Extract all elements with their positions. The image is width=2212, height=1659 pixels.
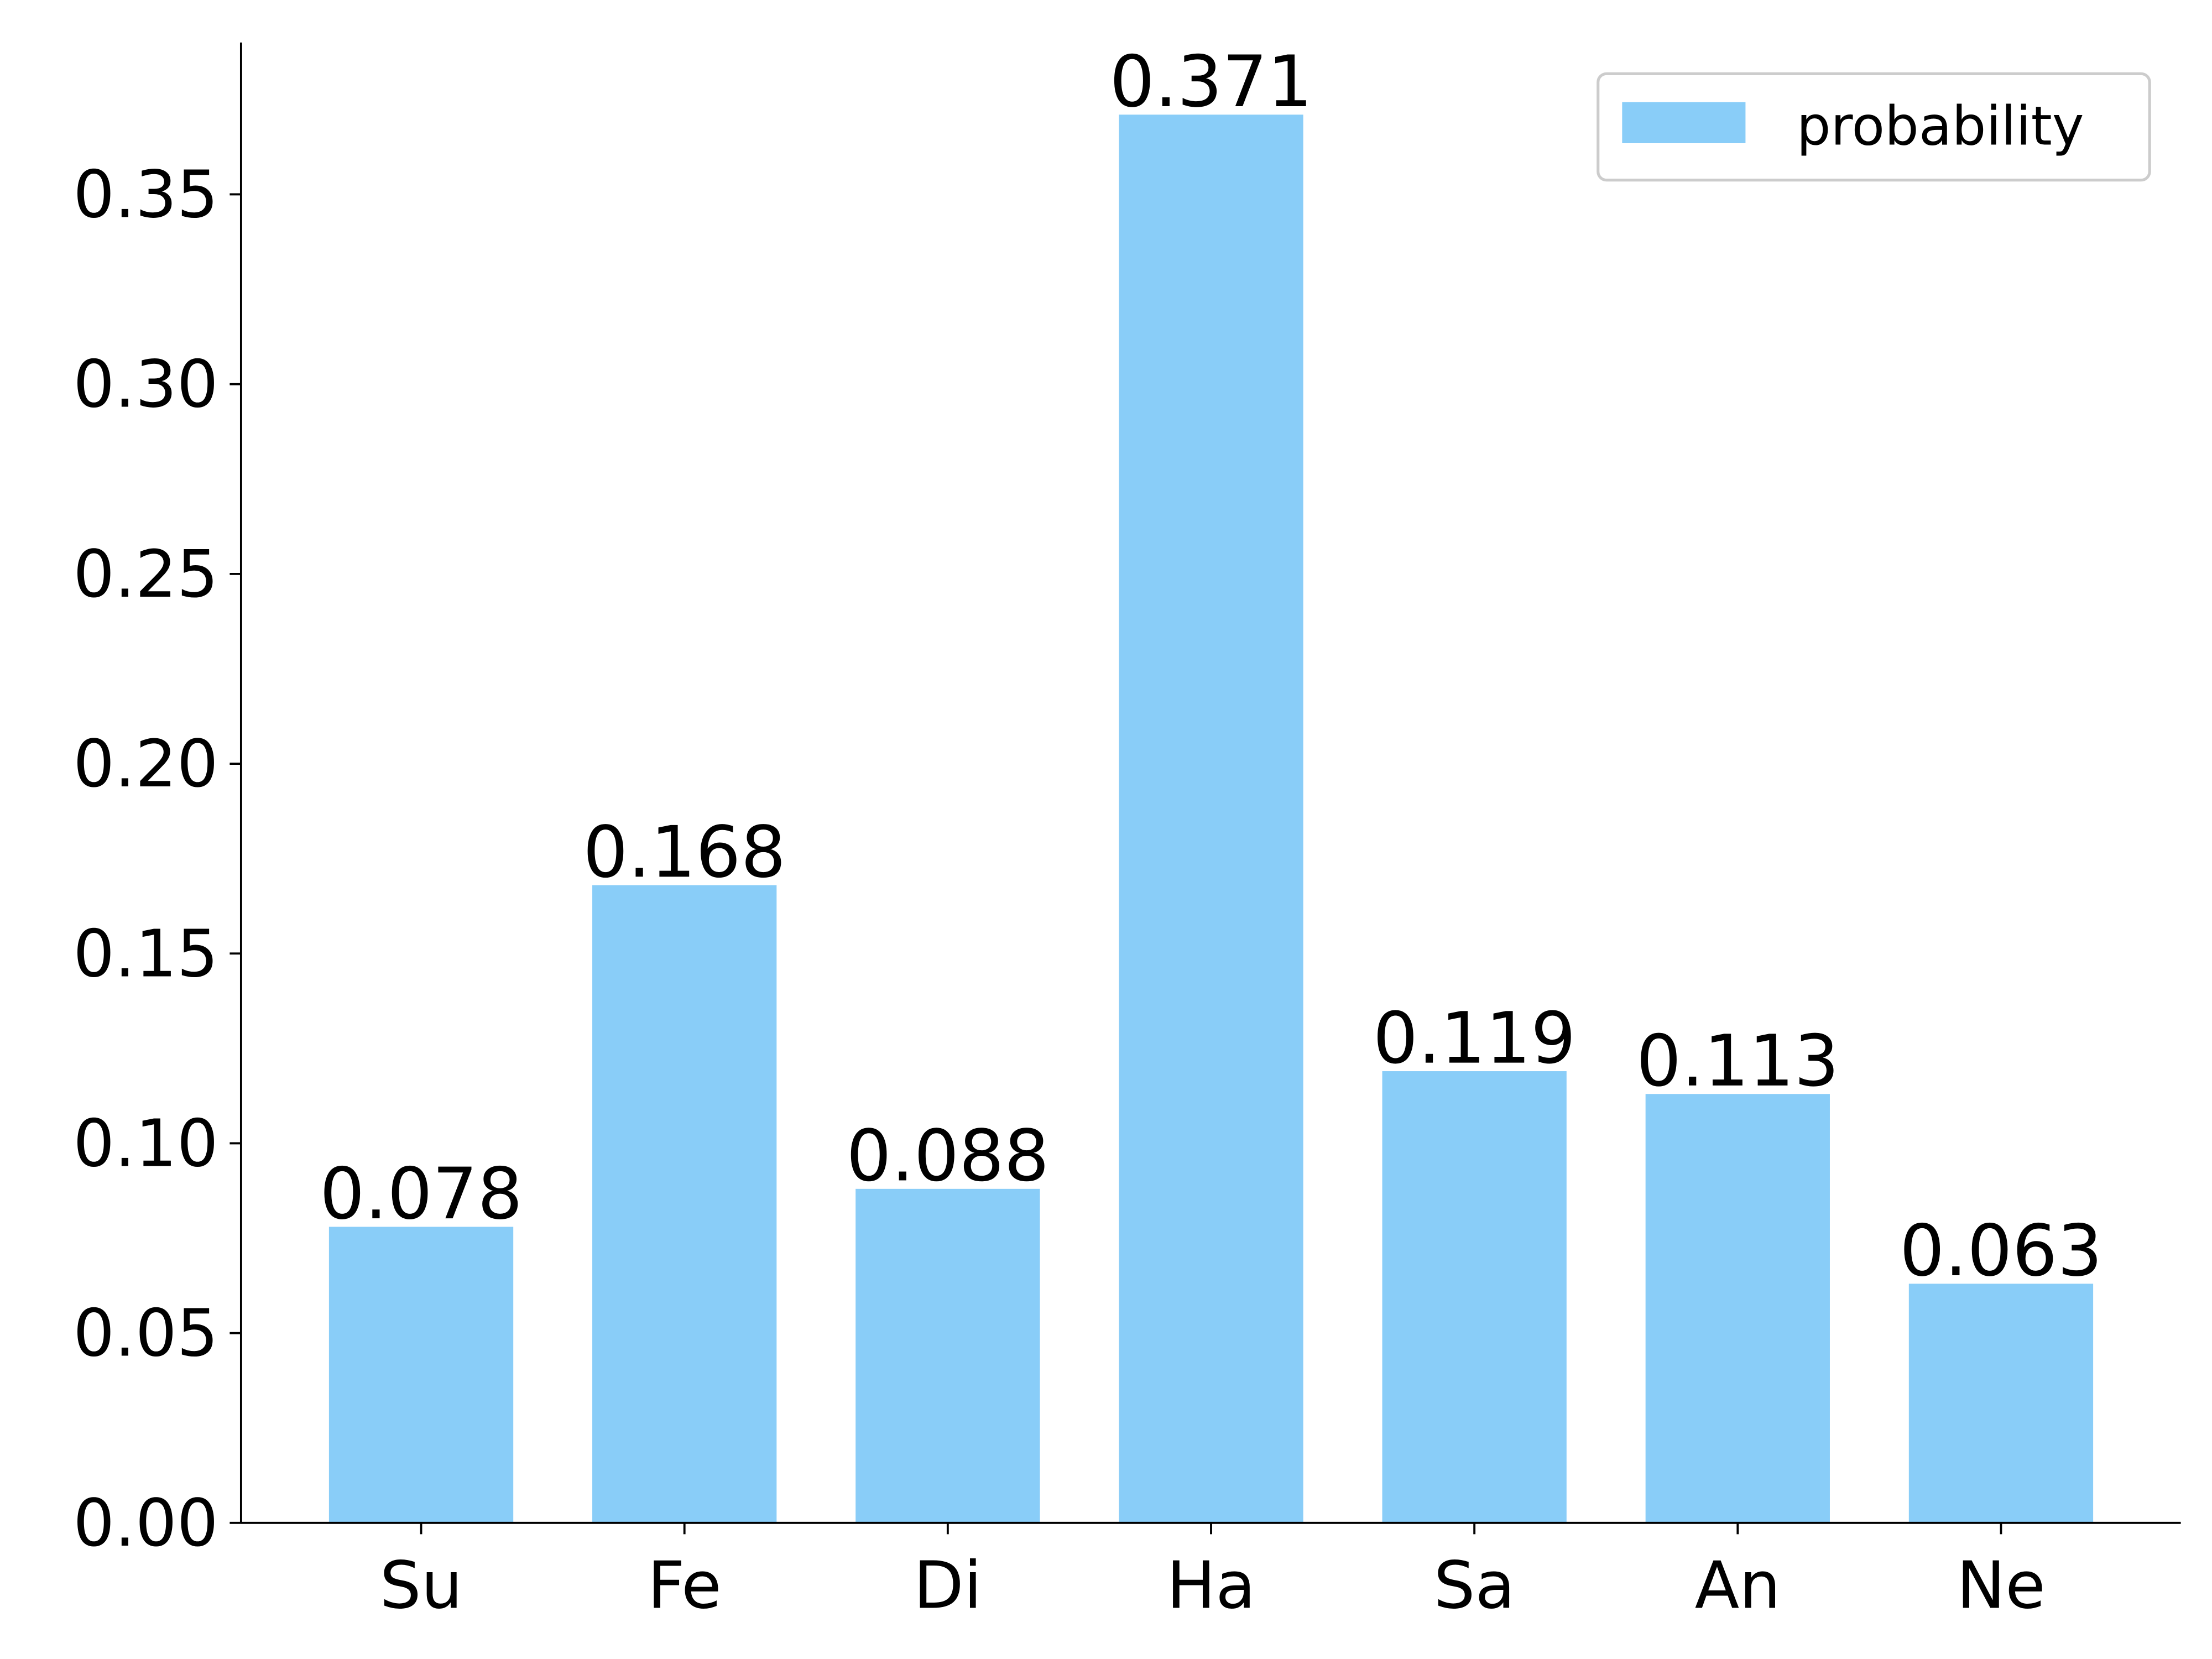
- x-tick-label: Di: [914, 1548, 982, 1624]
- value-label: 0.371: [1110, 41, 1313, 123]
- value-label: 0.088: [846, 1115, 1049, 1197]
- value-label: 0.078: [320, 1153, 523, 1235]
- y-tick-label: 0.30: [73, 347, 218, 422]
- y-tick-label: 0.20: [73, 726, 218, 802]
- y-tick-label: 0.35: [73, 157, 218, 233]
- bar: [1645, 1094, 1830, 1523]
- bar: [592, 885, 777, 1523]
- y-tick-label: 0.25: [73, 536, 218, 612]
- y-tick-label: 0.00: [73, 1485, 218, 1561]
- y-tick-label: 0.05: [73, 1296, 218, 1371]
- bar: [328, 1227, 514, 1523]
- legend-swatch: [1622, 102, 1746, 143]
- value-label: 0.113: [1636, 1020, 1839, 1103]
- legend-box: [1597, 72, 2151, 182]
- x-tick-label: An: [1695, 1548, 1781, 1624]
- value-label: 0.168: [583, 811, 786, 894]
- value-label: 0.119: [1373, 998, 1576, 1080]
- bar: [1119, 114, 1303, 1523]
- value-label: 0.063: [1900, 1210, 2103, 1292]
- bar: [1908, 1284, 2094, 1523]
- legend-label: probability: [1797, 95, 2084, 158]
- y-tick-label: 0.15: [73, 916, 218, 992]
- bar: [1382, 1071, 1567, 1523]
- x-tick-label: Ha: [1167, 1548, 1256, 1624]
- x-tick-label: Sa: [1434, 1548, 1515, 1624]
- bar: [855, 1188, 1040, 1523]
- x-tick-label: Su: [380, 1548, 463, 1624]
- x-tick-label: Ne: [1957, 1548, 2046, 1624]
- y-tick-label: 0.10: [73, 1105, 218, 1181]
- x-tick-label: Fe: [648, 1548, 722, 1624]
